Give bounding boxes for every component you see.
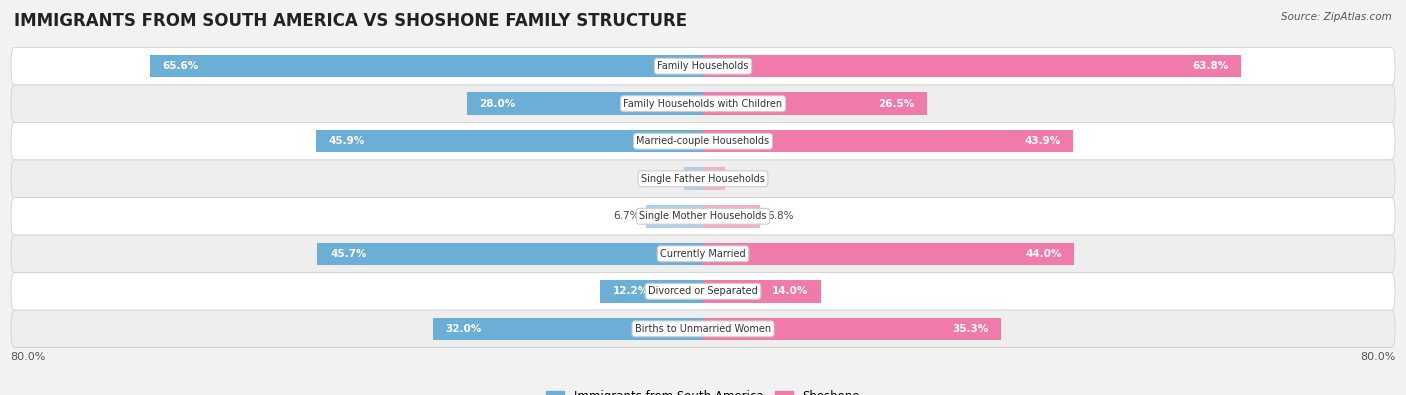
Bar [647, 205, 703, 228]
Bar [703, 280, 821, 303]
Text: 43.9%: 43.9% [1025, 136, 1060, 146]
Text: 35.3%: 35.3% [952, 324, 988, 334]
Text: Births to Unmarried Women: Births to Unmarried Women [636, 324, 770, 334]
Text: 12.2%: 12.2% [613, 286, 650, 296]
Bar [703, 318, 1001, 340]
Text: Family Households with Children: Family Households with Children [623, 99, 783, 109]
Bar [703, 205, 761, 228]
FancyBboxPatch shape [11, 198, 1395, 235]
Text: 63.8%: 63.8% [1192, 61, 1229, 71]
Text: 32.0%: 32.0% [446, 324, 482, 334]
Bar [433, 318, 703, 340]
Bar [318, 243, 703, 265]
Bar [703, 92, 927, 115]
FancyBboxPatch shape [11, 310, 1395, 348]
Bar [703, 55, 1241, 77]
FancyBboxPatch shape [11, 122, 1395, 160]
FancyBboxPatch shape [11, 160, 1395, 198]
Text: 45.7%: 45.7% [330, 249, 367, 259]
FancyBboxPatch shape [11, 47, 1395, 85]
Text: 6.7%: 6.7% [613, 211, 640, 221]
Bar [467, 92, 703, 115]
Text: Single Father Households: Single Father Households [641, 174, 765, 184]
Text: 65.6%: 65.6% [162, 61, 198, 71]
Text: Divorced or Separated: Divorced or Separated [648, 286, 758, 296]
Text: 6.8%: 6.8% [768, 211, 793, 221]
Bar [683, 167, 703, 190]
Text: 2.3%: 2.3% [651, 174, 676, 184]
FancyBboxPatch shape [11, 235, 1395, 273]
Legend: Immigrants from South America, Shoshone: Immigrants from South America, Shoshone [541, 385, 865, 395]
Text: Currently Married: Currently Married [661, 249, 745, 259]
Bar [703, 243, 1074, 265]
Text: 45.9%: 45.9% [329, 136, 364, 146]
FancyBboxPatch shape [11, 85, 1395, 122]
Text: IMMIGRANTS FROM SOUTH AMERICA VS SHOSHONE FAMILY STRUCTURE: IMMIGRANTS FROM SOUTH AMERICA VS SHOSHON… [14, 12, 688, 30]
Bar [703, 167, 725, 190]
Bar [316, 130, 703, 152]
Bar [600, 280, 703, 303]
Text: Single Mother Households: Single Mother Households [640, 211, 766, 221]
Text: 2.6%: 2.6% [731, 174, 758, 184]
Bar [149, 55, 703, 77]
Text: Married-couple Households: Married-couple Households [637, 136, 769, 146]
Bar [703, 130, 1073, 152]
Text: 14.0%: 14.0% [772, 286, 808, 296]
Text: Source: ZipAtlas.com: Source: ZipAtlas.com [1281, 12, 1392, 22]
Text: 44.0%: 44.0% [1025, 249, 1062, 259]
FancyBboxPatch shape [11, 273, 1395, 310]
Text: 26.5%: 26.5% [877, 99, 914, 109]
Text: 28.0%: 28.0% [479, 99, 516, 109]
Text: Family Households: Family Households [658, 61, 748, 71]
